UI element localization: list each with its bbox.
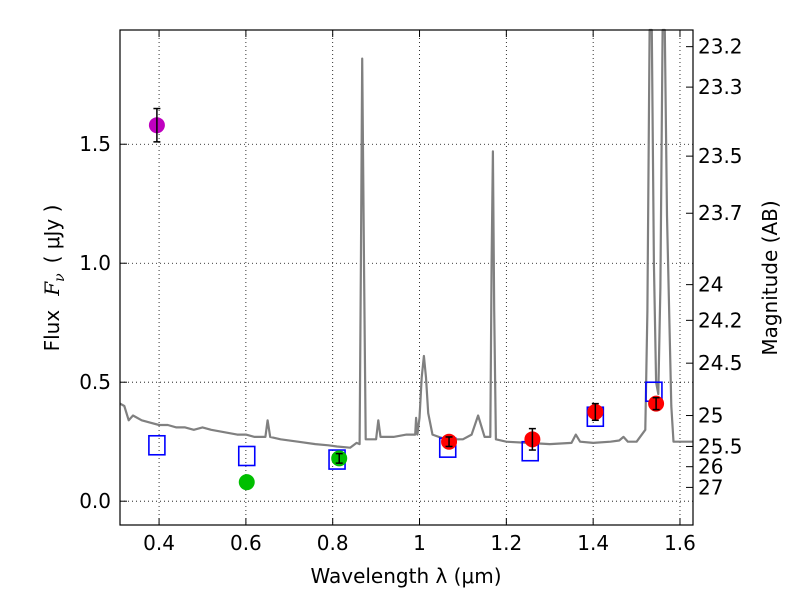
spectrum-layer: [119, 28, 693, 449]
y2-tick-label: 24: [698, 273, 723, 297]
y2-tick-label: 27: [698, 475, 723, 499]
y-tick-label: 0.0: [79, 489, 111, 513]
y2-tick-label: 23.2: [698, 35, 743, 59]
plot-frame: [119, 29, 694, 526]
x-tick-label: 0.8: [317, 531, 349, 555]
model-photometry-square: [237, 445, 256, 467]
y2-tick-label: 23.5: [698, 144, 743, 168]
y-axis-label-units: ( μJy ): [40, 205, 64, 264]
y2-tick-label: 24.2: [698, 308, 743, 332]
x-tick-label: 1.4: [577, 531, 609, 555]
y2-tick-label: 25.5: [698, 434, 743, 458]
y2-tick-label: 24.5: [698, 351, 743, 375]
y-axis-label-symbol: F: [40, 281, 64, 297]
tick-layer: 0.4 0.6 0.8 1 1.2 1.4 1.6 0.0 0.5 1.0 1.5 23.2 23.3 2…: [79, 30, 743, 555]
y-tick-label: 1.5: [79, 132, 111, 156]
x-tick-label: 1: [413, 531, 426, 555]
x-tick-label: 0.6: [230, 531, 262, 555]
y-axis-label: Flux Fν ( μJy ): [40, 205, 68, 352]
x-tick-label: 1.6: [664, 531, 696, 555]
marker-layer: [148, 107, 665, 491]
x-tick-label: 0.4: [143, 531, 175, 555]
photometry-point: [238, 474, 255, 491]
y2-tick-label: 26: [698, 455, 723, 479]
x-tick-label: 1.2: [490, 531, 522, 555]
y2-tick-label: 23.7: [698, 201, 743, 225]
model-photometry-square: [148, 434, 166, 456]
y-tick-label: 0.5: [79, 370, 111, 394]
y-axis-label-subscript: ν: [52, 273, 68, 282]
secondary-y-axis-label: Magnitude (AB): [758, 200, 782, 355]
y-axis-label-prefix: Flux: [40, 310, 64, 352]
y2-tick-label: 25: [698, 404, 723, 428]
y-tick-label: 1.0: [79, 251, 111, 275]
x-axis-label: Wavelength λ (μm): [310, 564, 501, 588]
grid-layer: [120, 30, 693, 525]
spectrum-line: [119, 28, 693, 449]
y2-tick-label: 23.3: [698, 75, 743, 99]
